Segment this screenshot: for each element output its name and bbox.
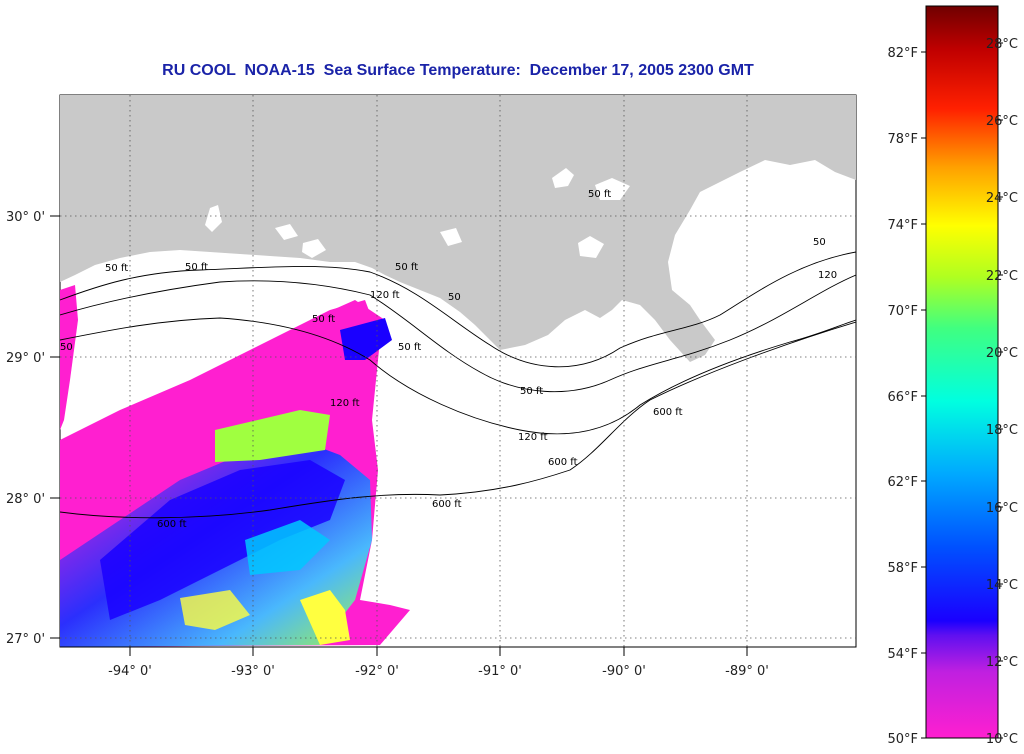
contour-label: 50 ft	[588, 189, 611, 200]
latitude-label: 28° 0'	[6, 492, 45, 507]
contour-label: 600 ft	[653, 407, 683, 418]
longitude-label: -93° 0'	[231, 664, 275, 679]
contour-label: 50 ft	[520, 386, 543, 397]
contour-label: 120 ft	[330, 398, 360, 409]
celsius-label: 10°C	[986, 732, 1018, 747]
latitude-label: 27° 0'	[6, 632, 45, 647]
celsius-label: 12°C	[986, 655, 1018, 670]
longitude-label: -91° 0'	[478, 664, 522, 679]
fahrenheit-label: 62°F	[887, 475, 918, 490]
contour-label: 120	[818, 270, 837, 281]
celsius-label: 14°C	[986, 578, 1018, 593]
longitude-label: -89° 0'	[725, 664, 769, 679]
colorbar	[925, 5, 999, 739]
contour-label: 120 ft	[518, 432, 548, 443]
frame-ticks	[50, 215, 856, 656]
fahrenheit-label: 74°F	[887, 218, 918, 233]
colorbar-ticks	[921, 42, 1003, 739]
lake	[440, 228, 462, 246]
lake	[205, 205, 222, 232]
longitude-label: -92° 0'	[355, 664, 399, 679]
contour-label: 50	[60, 342, 73, 353]
celsius-label: 28°C	[986, 37, 1018, 52]
latitude-label: 30° 0'	[6, 210, 45, 225]
lake	[275, 224, 298, 240]
contour-label: 50 ft	[185, 262, 208, 273]
celsius-label: 26°C	[986, 114, 1018, 129]
latitude-label: 29° 0'	[6, 351, 45, 366]
fahrenheit-label: 82°F	[887, 46, 918, 61]
contour-label: 50 ft	[312, 314, 335, 325]
graticule	[60, 95, 856, 647]
contour-label: 50 ft	[398, 342, 421, 353]
chart-title: RU COOL NOAA-15 Sea Surface Temperature:…	[162, 62, 754, 79]
contour-label: 600 ft	[548, 457, 578, 468]
longitude-label: -90° 0'	[602, 664, 646, 679]
contour-label: 50	[448, 292, 461, 303]
celsius-label: 20°C	[986, 346, 1018, 361]
celsius-label: 18°C	[986, 423, 1018, 438]
fahrenheit-label: 50°F	[887, 732, 918, 747]
contour-label: 50	[813, 237, 826, 248]
celsius-label: 22°C	[986, 269, 1018, 284]
depth-contours	[60, 251, 856, 519]
contour-label: 600 ft	[432, 499, 462, 510]
contour-label: 50 ft	[105, 263, 128, 274]
lake	[552, 168, 574, 188]
celsius-label: 24°C	[986, 191, 1018, 206]
lake	[302, 239, 326, 258]
fahrenheit-label: 70°F	[887, 304, 918, 319]
contour-label: 120 ft	[370, 290, 400, 301]
longitude-label: -94° 0'	[108, 664, 152, 679]
contour-label: 50 ft	[395, 262, 418, 273]
contour-label: 600 ft	[157, 519, 187, 530]
fahrenheit-label: 78°F	[887, 132, 918, 147]
fahrenheit-label: 66°F	[887, 390, 918, 405]
lake	[578, 236, 604, 258]
land-area	[60, 95, 856, 362]
celsius-label: 16°C	[986, 501, 1018, 516]
sst-data-layer	[60, 285, 410, 647]
fahrenheit-label: 54°F	[887, 647, 918, 662]
fahrenheit-label: 58°F	[887, 561, 918, 576]
lake	[595, 178, 630, 200]
